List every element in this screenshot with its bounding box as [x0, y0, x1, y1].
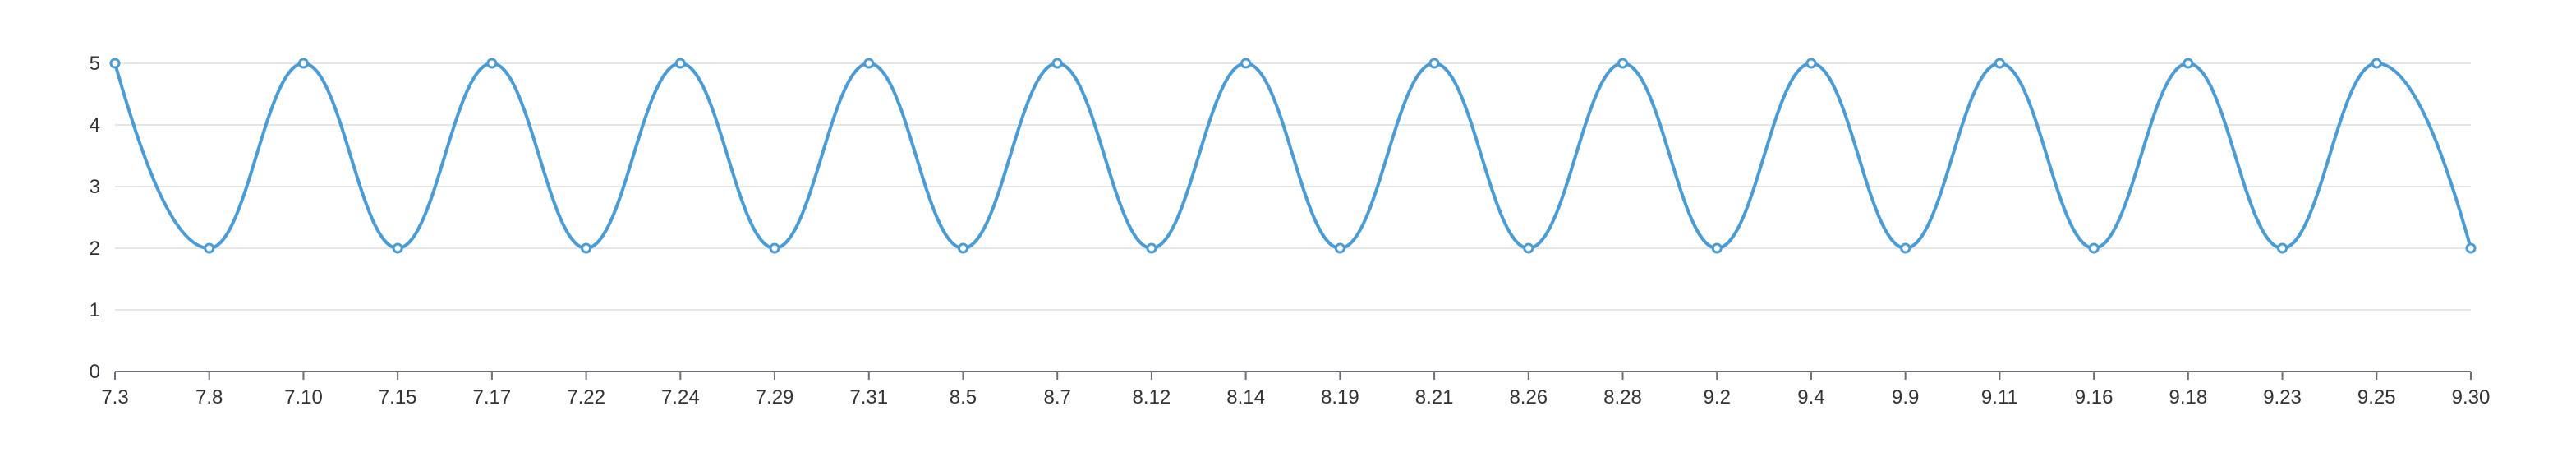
- data-point[interactable]: [769, 242, 780, 254]
- x-axis-labels: 7.3 7.8 7.10 7.15 7.17 7.22 7.24 7.29 7.31 8.5 8.7…: [101, 386, 2490, 409]
- x-tick-label: 8.12: [1133, 386, 1171, 409]
- x-tick-label: 8.19: [1321, 386, 1359, 409]
- x-tick-label: 8.5: [950, 386, 977, 409]
- data-point[interactable]: [581, 242, 592, 254]
- x-tick-label: 8.28: [1603, 386, 1642, 409]
- x-tick-label: 9.4: [1797, 386, 1824, 409]
- x-tick-label: 9.16: [2075, 386, 2114, 409]
- data-point[interactable]: [1146, 242, 1157, 254]
- data-point[interactable]: [297, 58, 309, 69]
- data-point[interactable]: [1806, 58, 1817, 69]
- x-tick-label: 9.2: [1704, 386, 1731, 409]
- x-tick-label: 8.14: [1226, 386, 1265, 409]
- data-point[interactable]: [2277, 242, 2288, 254]
- data-point[interactable]: [863, 58, 875, 69]
- series-line: [113, 62, 2472, 250]
- data-point[interactable]: [2371, 58, 2382, 69]
- x-tick-label: 7.17: [473, 386, 512, 409]
- x-tick-label: 7.31: [849, 386, 888, 409]
- x-tick-label: 9.11: [1981, 386, 2018, 409]
- y-tick-label: 0: [90, 361, 100, 383]
- x-tick-label: 8.26: [1509, 386, 1548, 409]
- x-tick-label: 7.3: [101, 386, 128, 409]
- y-tick-label: 3: [90, 176, 100, 198]
- data-point[interactable]: [2088, 242, 2100, 254]
- data-point[interactable]: [109, 58, 121, 69]
- data-point[interactable]: [1711, 242, 1723, 254]
- data-point[interactable]: [204, 242, 215, 254]
- data-point[interactable]: [957, 242, 968, 254]
- series-layer: [113, 62, 2472, 250]
- x-tick-label: 8.21: [1415, 386, 1454, 409]
- data-point[interactable]: [1900, 242, 1911, 254]
- data-point[interactable]: [1617, 58, 1629, 69]
- data-point[interactable]: [1240, 58, 1252, 69]
- y-axis-labels: 0 1 2 3 4 5: [90, 53, 100, 383]
- y-tick-label: 4: [90, 114, 100, 136]
- x-tick-label: 9.25: [2358, 386, 2396, 409]
- x-tick-label: 9.30: [2452, 386, 2491, 409]
- x-axis: [114, 371, 2472, 380]
- grid-lines: [115, 62, 2471, 311]
- x-tick-label: 7.10: [284, 386, 323, 409]
- data-point[interactable]: [2183, 58, 2194, 69]
- x-tick-label: 7.22: [567, 386, 605, 409]
- data-point[interactable]: [1523, 242, 1534, 254]
- data-point[interactable]: [392, 242, 403, 254]
- data-point[interactable]: [1428, 58, 1440, 69]
- data-point[interactable]: [2465, 242, 2477, 254]
- y-tick-label: 5: [90, 53, 100, 75]
- y-tick-label: 1: [90, 299, 100, 321]
- data-point[interactable]: [674, 58, 686, 69]
- data-point[interactable]: [1051, 58, 1063, 69]
- data-point[interactable]: [486, 58, 498, 69]
- data-point[interactable]: [1334, 242, 1346, 254]
- data-point[interactable]: [1994, 58, 2005, 69]
- x-tick-label: 8.7: [1044, 386, 1071, 409]
- x-tick-label: 9.18: [2169, 386, 2207, 409]
- x-tick-label: 7.29: [756, 386, 794, 409]
- x-tick-label: 7.8: [196, 386, 223, 409]
- x-tick-label: 9.9: [1892, 386, 1919, 409]
- x-tick-label: 9.23: [2263, 386, 2302, 409]
- x-tick-label: 7.15: [379, 386, 417, 409]
- x-tick-label: 7.24: [661, 386, 700, 409]
- y-tick-label: 2: [90, 238, 100, 260]
- data-points: [109, 58, 2477, 254]
